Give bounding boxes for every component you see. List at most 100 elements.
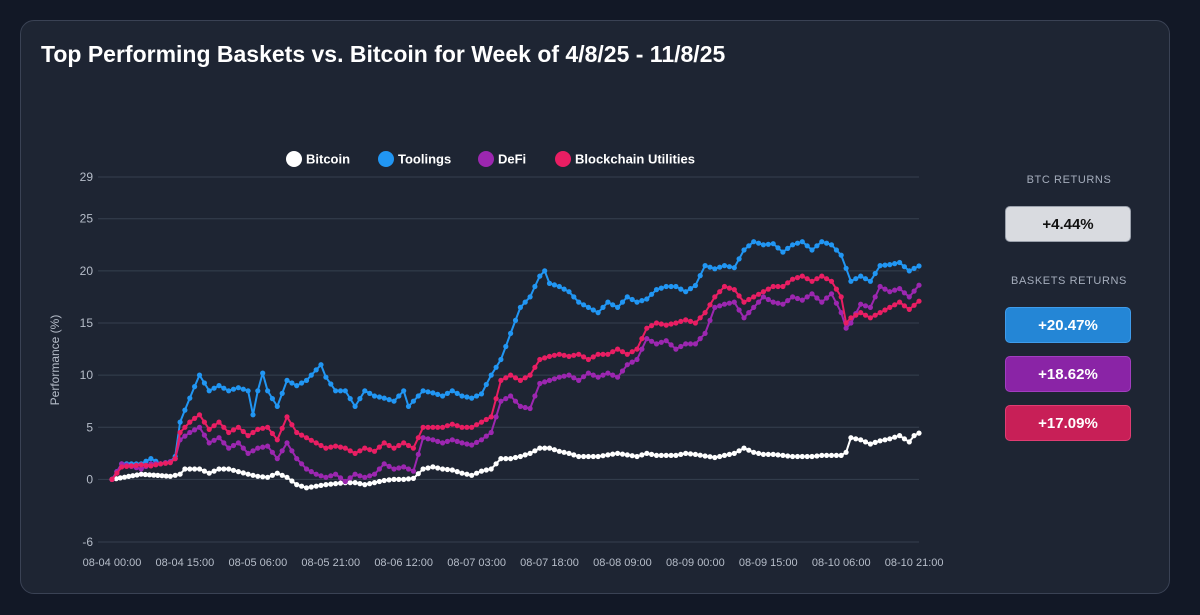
- toolings-point: [721, 263, 728, 269]
- x-tick-label: 08-10 21:00: [885, 557, 944, 569]
- bitcoin-point: [235, 469, 241, 475]
- bitcoin-point: [892, 434, 898, 440]
- defi-point: [206, 440, 212, 446]
- blockchain-utilities-point: [527, 372, 533, 378]
- blockchain-utilities-point: [551, 352, 558, 358]
- defi-point: [585, 370, 592, 376]
- bitcoin-point: [410, 475, 416, 481]
- bitcoin-point: [478, 468, 485, 474]
- toolings-point: [741, 247, 747, 253]
- blockchain-utilities-point: [167, 460, 173, 466]
- blockchain-utilities-point: [751, 294, 757, 300]
- blockchain-utilities-point: [478, 419, 485, 425]
- bitcoin-point: [177, 471, 183, 477]
- defi-point: [347, 475, 353, 481]
- bitcoin-point: [809, 453, 815, 460]
- blockchain-utilities-point: [663, 322, 669, 328]
- blockchain-utilities-point: [308, 437, 314, 443]
- blockchain-utilities-point: [605, 351, 611, 357]
- toolings-point: [629, 296, 635, 303]
- blockchain-utilities-point: [221, 424, 227, 430]
- toolings-point: [794, 240, 801, 246]
- toolings-point: [916, 263, 922, 269]
- toolings-point: [605, 299, 611, 305]
- bitcoin-point: [819, 452, 825, 458]
- toolings-point: [386, 397, 392, 403]
- toolings-point: [702, 263, 708, 269]
- blockchain-utilities-point: [401, 440, 407, 446]
- blockchain-utilities-point: [508, 372, 514, 378]
- bitcoin-point: [279, 472, 285, 478]
- defi-point: [911, 288, 917, 294]
- blockchain-utilities-point: [512, 375, 519, 381]
- defi-point: [367, 473, 373, 479]
- blockchain-utilities-point: [483, 416, 489, 423]
- toolings-point: [488, 372, 494, 378]
- bitcoin-point: [381, 477, 387, 484]
- blockchain-utilities-point: [546, 353, 553, 359]
- x-tick-label: 08-04 15:00: [156, 557, 215, 569]
- toolings-point: [576, 299, 582, 305]
- bitcoin-point: [867, 441, 874, 447]
- defi-point: [828, 291, 835, 297]
- defi-point: [196, 424, 203, 430]
- legend[interactable]: Bitcoin Toolings DeFi Blockchain Utilities: [286, 151, 695, 167]
- defi-point: [294, 456, 300, 462]
- blockchain-utilities-point: [391, 445, 397, 451]
- blockchain-utilities-point: [260, 425, 266, 431]
- defi-point: [187, 429, 193, 436]
- y-tick-label: 25: [80, 212, 94, 226]
- blockchain-utilities-point: [867, 315, 874, 321]
- bitcoin-point: [196, 466, 203, 472]
- toolings-point: [697, 273, 703, 279]
- defi-point: [537, 380, 543, 387]
- bitcoin-point: [848, 435, 854, 441]
- defi-point: [512, 398, 519, 404]
- blockchain-utilities-point: [809, 278, 815, 284]
- toolings-point: [848, 278, 854, 284]
- blockchain-utilities-point: [687, 318, 694, 324]
- bitcoin-point: [187, 466, 193, 472]
- bitcoin-point: [130, 473, 136, 479]
- blockchain-utilities-point: [328, 444, 334, 450]
- blockchain-utilities-point: [138, 462, 144, 468]
- bitcoin-point: [142, 471, 148, 478]
- toolings-point: [644, 296, 650, 302]
- defi-point: [605, 370, 611, 376]
- defi-point: [240, 445, 246, 451]
- x-tick-label: 08-07 03:00: [447, 557, 506, 569]
- bitcoin-point: [159, 473, 165, 479]
- blockchain-utilities-point: [658, 321, 664, 327]
- defi-point: [211, 437, 217, 443]
- blockchain-utilities-point: [216, 419, 222, 425]
- defi-point: [726, 300, 733, 306]
- bitcoin-point: [814, 453, 820, 459]
- defi-point: [410, 468, 416, 474]
- blockchain-utilities-point: [420, 424, 426, 430]
- defi-point: [892, 287, 898, 293]
- blockchain-utilities-point: [503, 375, 509, 381]
- bitcoin-point: [838, 452, 844, 458]
- defi-point: [226, 445, 232, 451]
- defi-point: [269, 449, 275, 455]
- toolings-point: [420, 388, 426, 394]
- bitcoin-point: [138, 471, 144, 477]
- bitcoin-point: [527, 450, 533, 456]
- blockchain-utilities-point: [736, 293, 742, 299]
- bitcoin-point: [250, 472, 256, 478]
- toolings-point: [897, 259, 903, 266]
- defi-point: [858, 301, 864, 307]
- bitcoin-point: [882, 437, 888, 443]
- defi-point: [639, 346, 645, 352]
- bitcoin-point: [692, 451, 699, 457]
- blockchain-utilities-point: [517, 377, 524, 383]
- defi-point: [483, 433, 489, 439]
- bitcoin-point: [182, 466, 188, 472]
- blockchain-utilities-point: [678, 318, 684, 324]
- blockchain-utilities-point: [916, 298, 922, 304]
- toolings-point: [177, 419, 183, 425]
- bitcoin-point: [746, 447, 752, 453]
- blockchain-utilities-point: [906, 306, 912, 312]
- bitcoin-point: [658, 452, 664, 458]
- blockchain-utilities-point: [619, 349, 626, 355]
